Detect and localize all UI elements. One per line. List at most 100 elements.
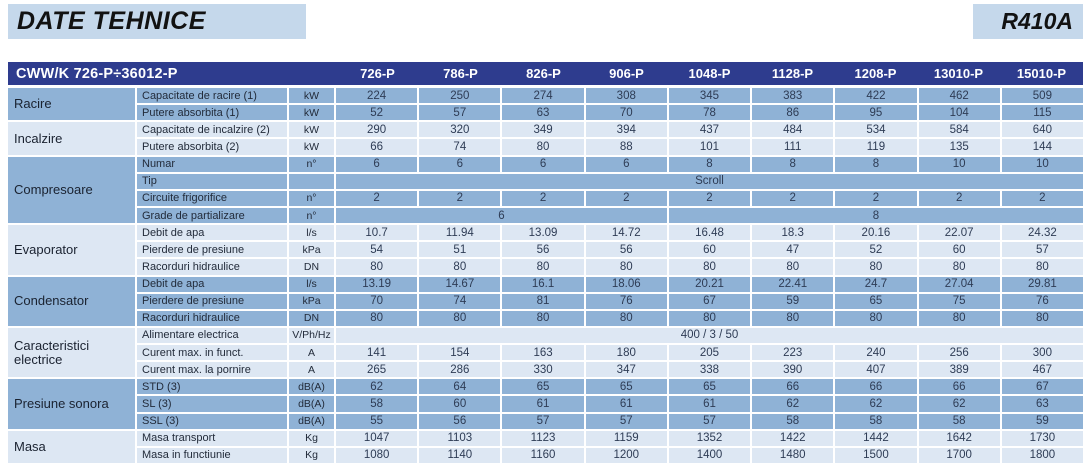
value-cell: 74	[419, 139, 501, 155]
table-body: Racire Capacitate de racire (1) kW 224 250 27…	[8, 88, 1083, 463]
value-cell: 63	[502, 105, 584, 121]
page-title-bar: DATE TEHNICE	[8, 4, 306, 39]
span-cell: 8	[668, 207, 1083, 224]
value-cell: 60	[918, 242, 1000, 258]
value-cell: 274	[502, 88, 584, 104]
value-cell: 300	[1001, 345, 1083, 361]
value-cell: 1103	[419, 430, 501, 446]
value-cell: 154	[419, 345, 501, 361]
page-title: DATE TEHNICE	[17, 7, 206, 35]
span-cell: 400 / 3 / 50	[336, 327, 1083, 344]
value-cell: 29.81	[1001, 276, 1083, 292]
value-cell: 78	[668, 105, 751, 121]
column-header: 786-P	[443, 66, 478, 81]
value-cell: 1700	[918, 447, 1000, 463]
param-label: Capacitate de incalzire (2)	[137, 122, 287, 138]
value-cell: 59	[1001, 413, 1083, 429]
value-cell: 64	[419, 379, 501, 395]
value-cell: 47	[752, 242, 834, 258]
value-cell: 24.32	[1001, 225, 1083, 241]
value-cell: 65	[835, 293, 917, 309]
param-label: Circuite frigorifice	[137, 190, 287, 206]
value-cell: 534	[835, 122, 917, 138]
value-cell: 1730	[1001, 430, 1083, 446]
value-cell: 10.7	[336, 225, 418, 241]
value-cell: 58	[835, 413, 917, 429]
value-cell: 52	[336, 105, 418, 121]
value-cell: 74	[419, 293, 501, 309]
value-cell: 6	[336, 156, 418, 172]
value-cell: 1800	[1001, 447, 1083, 463]
value-cell: 2	[668, 190, 751, 206]
value-cell: 80	[1001, 259, 1083, 275]
value-cell: 1140	[419, 447, 501, 463]
value-cell: 61	[668, 396, 751, 412]
value-cell: 2	[918, 190, 1000, 206]
value-cell: 80	[752, 259, 834, 275]
value-cell: 80	[336, 310, 418, 326]
param-label: Grade de partializare	[137, 207, 287, 224]
param-label: Tip	[137, 173, 287, 189]
refrigerant-badge: R410A	[973, 4, 1083, 39]
value-cell: 16.1	[502, 276, 584, 292]
value-cell: 1047	[336, 430, 418, 446]
param-label: SL (3)	[137, 396, 287, 412]
group-label: Presiune sonora	[8, 379, 135, 429]
value-cell: 57	[419, 105, 501, 121]
value-cell: 80	[502, 139, 584, 155]
value-cell: 1123	[502, 430, 584, 446]
unit-label: Kg	[289, 447, 334, 463]
value-cell: 308	[585, 88, 667, 104]
value-cell: 62	[918, 396, 1000, 412]
value-cell: 54	[336, 242, 418, 258]
value-cell: 223	[752, 345, 834, 361]
value-cell: 10	[1001, 156, 1083, 172]
value-cell: 1642	[918, 430, 1000, 446]
value-cell: 80	[502, 310, 584, 326]
value-cell: 60	[419, 396, 501, 412]
value-cell: 76	[585, 293, 667, 309]
value-cell: 104	[918, 105, 1000, 121]
value-cell: 2	[502, 190, 584, 206]
group-label: Racire	[8, 88, 135, 121]
value-cell: 57	[1001, 242, 1083, 258]
value-cell: 111	[752, 139, 834, 155]
value-cell: 320	[419, 122, 501, 138]
value-cell: 338	[668, 362, 751, 378]
value-cell: 65	[668, 379, 751, 395]
value-cell: 1480	[752, 447, 834, 463]
value-cell: 144	[1001, 139, 1083, 155]
value-cell: 383	[752, 88, 834, 104]
column-header: 726-P	[360, 66, 395, 81]
value-cell: 13.19	[336, 276, 418, 292]
value-cell: 65	[502, 379, 584, 395]
value-cell: 18.3	[752, 225, 834, 241]
value-cell: 437	[668, 122, 751, 138]
value-cell: 86	[752, 105, 834, 121]
value-cell: 80	[668, 310, 751, 326]
value-cell: 509	[1001, 88, 1083, 104]
technical-data-table: CWW/K 726-P÷36012-P 726-P 786-P 826-P 906-P…	[8, 62, 1083, 463]
unit-label: l/s	[289, 276, 334, 292]
value-cell: 1422	[752, 430, 834, 446]
value-cell: 2	[336, 190, 418, 206]
value-cell: 80	[918, 259, 1000, 275]
group-label: Compresoare	[8, 156, 135, 224]
value-cell: 119	[835, 139, 917, 155]
param-label: Masa transport	[137, 430, 287, 446]
unit-label: n°	[289, 207, 334, 224]
value-cell: 2	[835, 190, 917, 206]
value-cell: 76	[1001, 293, 1083, 309]
value-cell: 57	[668, 413, 751, 429]
value-cell: 1352	[668, 430, 751, 446]
value-cell: 88	[585, 139, 667, 155]
unit-label: kW	[289, 88, 334, 104]
value-cell: 347	[585, 362, 667, 378]
value-cell: 80	[585, 310, 667, 326]
param-label: Racorduri hidraulice	[137, 310, 287, 326]
value-cell: 1080	[336, 447, 418, 463]
unit-label: kPa	[289, 242, 334, 258]
param-label: Putere absorbita (1)	[137, 105, 287, 121]
param-label: Debit de apa	[137, 225, 287, 241]
